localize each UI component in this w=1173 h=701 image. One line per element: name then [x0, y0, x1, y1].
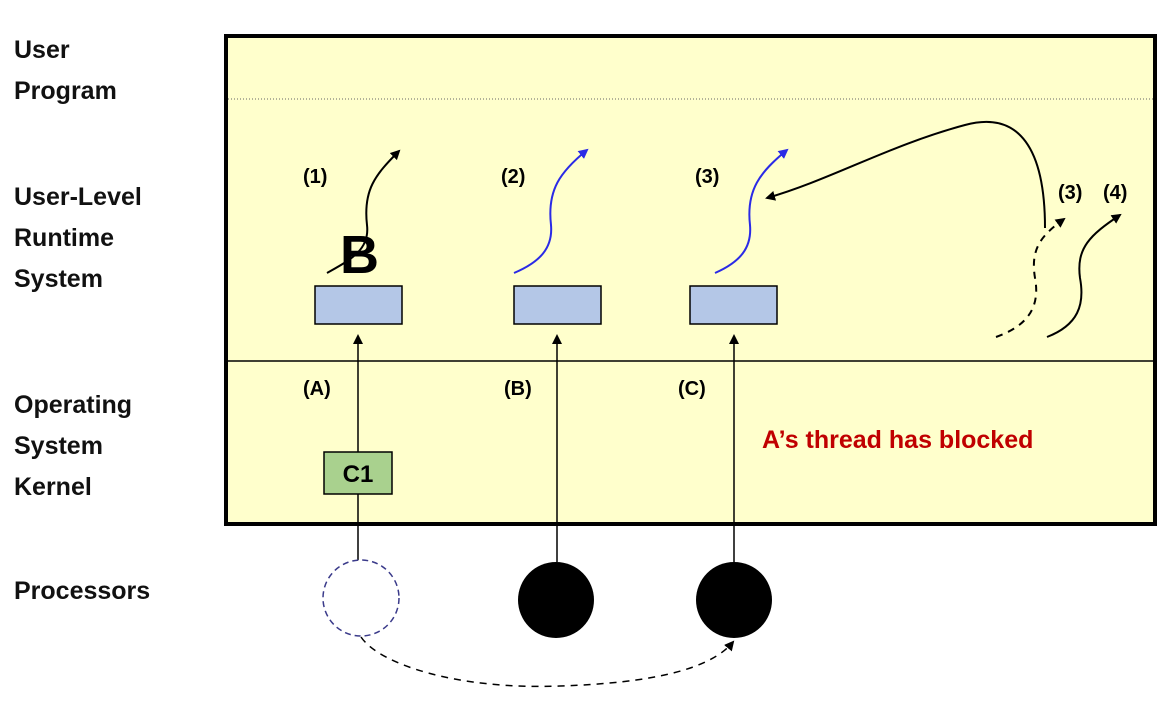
thread-label-4: (4) — [1103, 182, 1127, 204]
blocked-marker: B — [340, 225, 379, 285]
thread-2-curve — [513, 148, 589, 274]
thread-label-2: (2) — [501, 166, 525, 188]
processor-2 — [518, 562, 594, 638]
kernel-box-c1-label: C1 — [343, 461, 374, 488]
label-user-program: User Program — [14, 36, 117, 105]
thread-3-return-arrow — [765, 120, 1046, 229]
label-processors: Processors — [14, 577, 151, 605]
kernel-box-c1 — [323, 451, 393, 495]
thread-3-curve — [714, 148, 789, 274]
ready-thread-4 — [1046, 213, 1122, 338]
status-message: A’s thread has blocked — [762, 426, 1033, 454]
thread-label-1: (1) — [303, 166, 327, 188]
thread-label-3: (3) — [695, 166, 719, 188]
kernel-thread-label-b: (B) — [504, 378, 532, 400]
activation-box-a — [314, 285, 403, 325]
system-box — [224, 34, 1157, 526]
thread-label-3-ready: (3) — [1058, 182, 1082, 204]
activation-box-c — [689, 285, 778, 325]
kernel-thread-label-c: (C) — [678, 378, 706, 400]
label-os-kernel: Operating System Kernel — [14, 391, 133, 501]
processor-3 — [696, 562, 772, 638]
processor-1-idle — [322, 559, 400, 637]
processor-migration-arrow — [360, 636, 735, 688]
activation-box-b — [513, 285, 602, 325]
label-runtime-system: User-Level Runtime System — [14, 183, 142, 293]
thread-1-curve — [326, 149, 401, 274]
ready-thread-3-dashed — [995, 217, 1066, 338]
kernel-thread-label-a: (A) — [303, 378, 331, 400]
